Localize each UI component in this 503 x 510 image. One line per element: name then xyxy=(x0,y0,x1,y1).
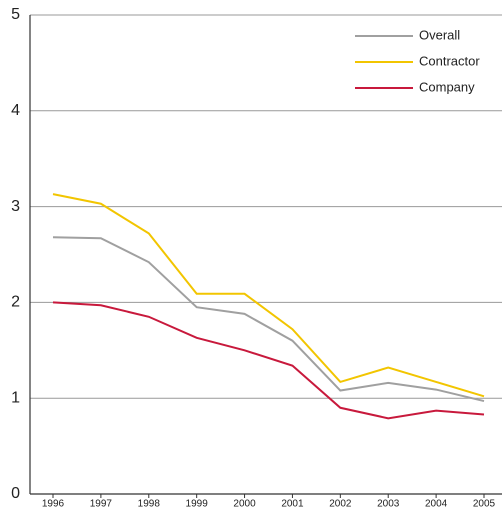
y-tick-label: 1 xyxy=(11,389,20,406)
series-line xyxy=(52,236,485,403)
legend-label: Overall xyxy=(419,27,460,42)
y-tick-label: 3 xyxy=(11,198,20,215)
y-tick-label: 0 xyxy=(11,485,20,502)
series-line xyxy=(52,301,485,420)
y-tick-label: 5 xyxy=(11,6,20,23)
legend-label: Contractor xyxy=(419,53,480,68)
x-tick-label: 2002 xyxy=(329,499,352,510)
x-tick-label: 1998 xyxy=(138,499,161,510)
series-line xyxy=(52,193,485,398)
x-tick-label: 2005 xyxy=(473,499,496,510)
x-tick-label: 2001 xyxy=(281,499,304,510)
x-tick-label: 1997 xyxy=(90,499,113,510)
y-tick-label: 2 xyxy=(11,294,20,311)
x-tick-label: 2000 xyxy=(233,499,256,510)
x-tick-label: 2004 xyxy=(425,499,448,510)
x-tick-label: 2003 xyxy=(377,499,400,510)
y-tick-label: 4 xyxy=(11,102,20,119)
legend-label: Company xyxy=(419,79,475,94)
x-tick-label: 1996 xyxy=(42,499,65,510)
x-tick-label: 1999 xyxy=(186,499,209,510)
